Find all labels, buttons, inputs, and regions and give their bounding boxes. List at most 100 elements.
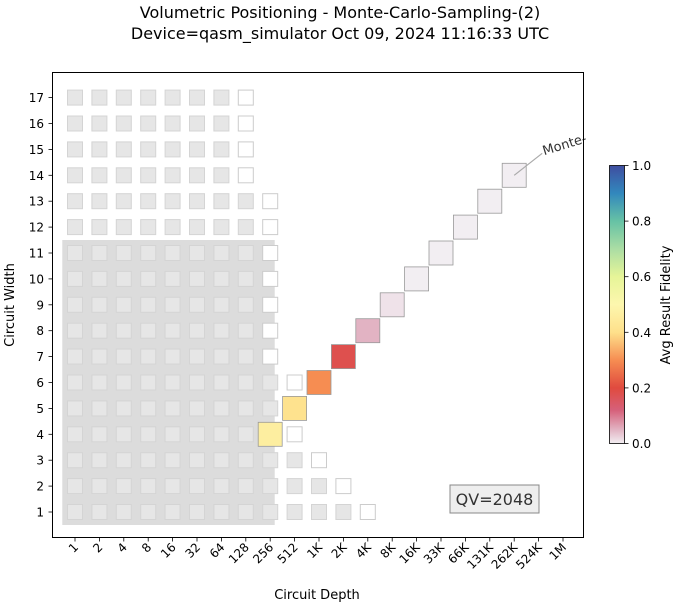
qv-badge: QV=2048 xyxy=(449,484,540,514)
grid-square xyxy=(237,245,254,261)
grid-square xyxy=(286,374,303,391)
colorbar-tick-label: 0.0 xyxy=(632,437,651,451)
grid-square xyxy=(67,193,83,210)
grid-square xyxy=(91,296,108,313)
grid-square xyxy=(164,478,181,495)
y-tick-label: 14 xyxy=(29,169,44,183)
chart-title: Volumetric Positioning - Monte-Carlo-Sam… xyxy=(0,2,680,44)
grid-square xyxy=(140,504,157,520)
grid-square xyxy=(140,245,157,261)
y-tick-label: 12 xyxy=(29,221,44,235)
grid-square xyxy=(140,322,157,339)
x-tick-label: 1M xyxy=(546,540,569,563)
grid-square xyxy=(286,426,303,443)
y-tick-label: 9 xyxy=(36,298,44,312)
grid-square xyxy=(115,478,132,495)
grid-square xyxy=(286,504,303,520)
grid-square xyxy=(164,89,181,106)
grid-square xyxy=(237,348,254,365)
grid-square xyxy=(67,426,83,443)
grid-square xyxy=(164,426,181,443)
grid-square xyxy=(213,296,230,313)
fidelity-point xyxy=(257,421,283,447)
grid-square xyxy=(237,141,254,158)
grid-square xyxy=(359,504,376,520)
grid-square xyxy=(335,504,352,520)
grid-square xyxy=(67,141,83,158)
fidelity-point xyxy=(452,214,478,240)
x-axis-label: Circuit Depth xyxy=(274,588,360,603)
grid-square xyxy=(237,452,254,469)
grid-square xyxy=(91,348,108,365)
grid-square xyxy=(140,426,157,443)
grid-square xyxy=(311,504,327,520)
grid-square xyxy=(164,270,181,287)
y-tick-label: 1 xyxy=(36,506,44,520)
grid-square xyxy=(237,400,254,417)
x-tick-label: 64 xyxy=(207,540,228,561)
grid-square xyxy=(189,141,205,158)
grid-square xyxy=(91,374,108,391)
x-tick-label: 8 xyxy=(139,540,154,555)
grid-square xyxy=(237,374,254,391)
grid-square xyxy=(91,478,108,495)
x-tick-label: 2K xyxy=(329,539,351,561)
grid-square xyxy=(115,504,132,520)
grid-square xyxy=(237,219,254,236)
grid-square xyxy=(140,115,157,132)
grid-square xyxy=(91,426,108,443)
grid-square xyxy=(189,245,205,261)
fidelity-point xyxy=(355,318,381,344)
background-grid xyxy=(67,89,376,520)
grid-square xyxy=(262,193,279,210)
grid-square xyxy=(140,374,157,391)
grid-square xyxy=(115,245,132,261)
x-tick-label: 4 xyxy=(115,540,130,555)
grid-square xyxy=(115,270,132,287)
grid-square xyxy=(91,400,108,417)
grid-square xyxy=(189,374,205,391)
grid-square xyxy=(115,89,132,106)
grid-square xyxy=(91,193,108,210)
grid-square xyxy=(262,219,279,236)
grid-square xyxy=(189,193,205,210)
colorbar-ticks: 0.0 0.2 0.4 0.6 0.8 1.0 xyxy=(624,159,651,451)
x-tick-label: 131K xyxy=(464,539,496,571)
grid-square xyxy=(164,374,181,391)
grid-square xyxy=(164,504,181,520)
grid-square xyxy=(213,426,230,443)
grid-square xyxy=(115,219,132,236)
x-tick-label: 524K xyxy=(513,539,545,571)
x-tick-label: 1 xyxy=(66,540,81,555)
y-tick-label: 15 xyxy=(29,143,44,157)
grid-square xyxy=(189,348,205,365)
grid-square xyxy=(115,348,132,365)
grid-square xyxy=(189,426,205,443)
grid-square xyxy=(213,400,230,417)
x-tick-label: 16 xyxy=(158,540,179,561)
grid-square xyxy=(262,374,279,391)
colorbar-gradient xyxy=(609,165,625,444)
grid-square xyxy=(164,452,181,469)
grid-square xyxy=(67,245,83,261)
grid-square xyxy=(237,270,254,287)
grid-square xyxy=(213,374,230,391)
grid-square xyxy=(115,374,132,391)
colorbar-tick-label: 0.4 xyxy=(632,326,651,340)
y-tick-label: 8 xyxy=(36,324,44,338)
x-tick-label: 262K xyxy=(489,539,521,571)
grid-square xyxy=(91,270,108,287)
colorbar-tick-label: 0.6 xyxy=(632,270,651,284)
y-tick-label: 4 xyxy=(36,428,44,442)
annotation-text: Monte- xyxy=(541,131,589,159)
grid-square xyxy=(311,452,327,469)
y-tick-label: 6 xyxy=(36,376,44,390)
grid-square xyxy=(213,504,230,520)
grid-square xyxy=(67,219,83,236)
grid-square xyxy=(115,400,132,417)
grid-square xyxy=(115,426,132,443)
grid-square xyxy=(164,219,181,236)
y-tick-label: 2 xyxy=(36,480,44,494)
grid-square xyxy=(140,89,157,106)
colorbar-tick-label: 0.2 xyxy=(632,381,651,395)
